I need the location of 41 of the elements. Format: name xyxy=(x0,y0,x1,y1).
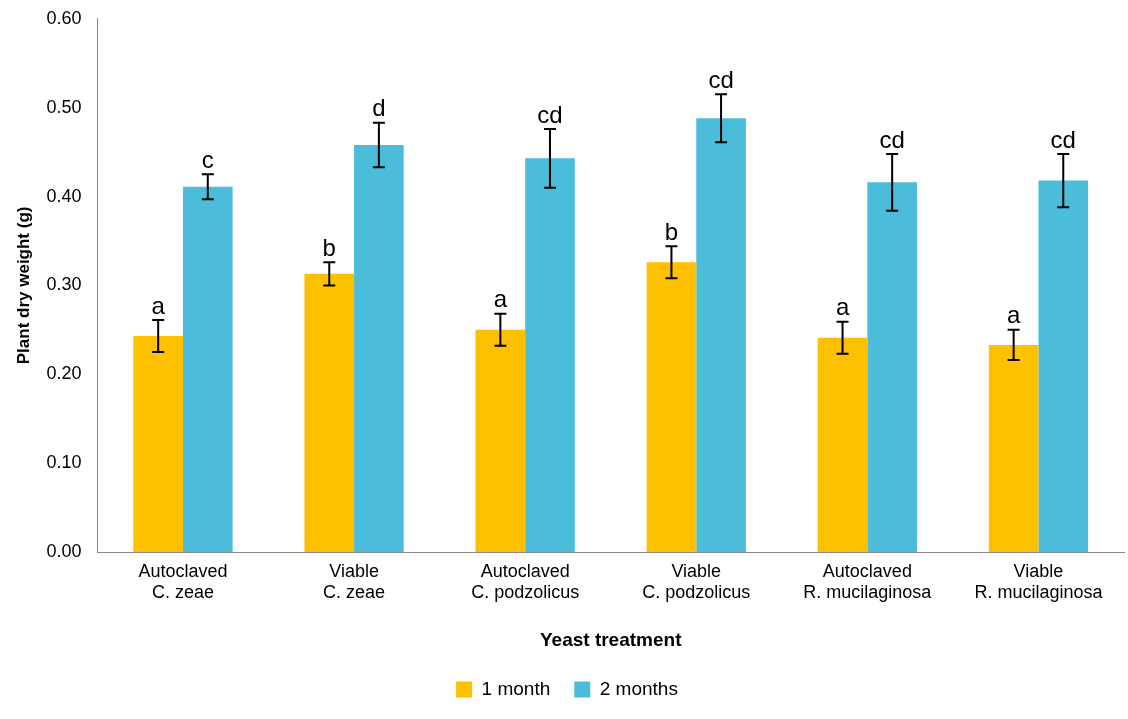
bar xyxy=(304,273,355,552)
y-axis-title: Plant dry weight (g) xyxy=(13,206,33,365)
y-tick-label: 0.30 xyxy=(46,274,82,295)
annotation: d xyxy=(372,94,386,122)
x-tick-label: Autoclaved C. podzolicus xyxy=(471,560,580,603)
annotation: cd xyxy=(708,65,734,93)
legend-label: 2 months xyxy=(599,677,678,699)
x-tick-label: Viable C. zeae xyxy=(323,560,386,603)
annotation: a xyxy=(493,285,508,313)
y-tick-label: 0.50 xyxy=(46,96,82,117)
annotation: c xyxy=(201,145,214,173)
x-tick-label: Autoclaved C. zeae xyxy=(138,560,228,603)
x-tick-label: Autoclaved R. mucilaginosa xyxy=(803,560,933,603)
annotation: a xyxy=(835,293,850,321)
bar xyxy=(525,158,575,552)
bar xyxy=(1038,180,1089,552)
bar xyxy=(817,337,868,552)
annotation: b xyxy=(322,233,336,261)
bar xyxy=(988,344,1039,552)
legend-label: 1 month xyxy=(481,677,551,699)
bar xyxy=(646,262,697,552)
y-tick-label: 0.00 xyxy=(46,540,82,561)
annotation: b xyxy=(664,217,679,245)
x-tick-label: Viable C. podzolicus xyxy=(642,560,751,603)
annotation: cd xyxy=(537,100,563,128)
bar xyxy=(867,182,917,552)
bar xyxy=(182,186,233,552)
annotation: a xyxy=(151,291,166,319)
bar xyxy=(475,329,526,552)
bar xyxy=(354,144,404,552)
bar xyxy=(696,118,746,552)
bar xyxy=(133,336,183,552)
y-tick-label: 0.10 xyxy=(46,452,82,473)
annotation: cd xyxy=(879,125,905,153)
x-axis-title: Yeast treatment xyxy=(539,628,683,650)
y-tick-label: 0.20 xyxy=(46,363,82,384)
y-tick-label: 0.60 xyxy=(46,7,82,28)
annotation: cd xyxy=(1050,125,1076,153)
annotation: a xyxy=(1006,301,1021,329)
x-tick-label: Viable R. mucilaginosa xyxy=(974,560,1104,603)
y-tick-label: 0.40 xyxy=(46,185,82,206)
